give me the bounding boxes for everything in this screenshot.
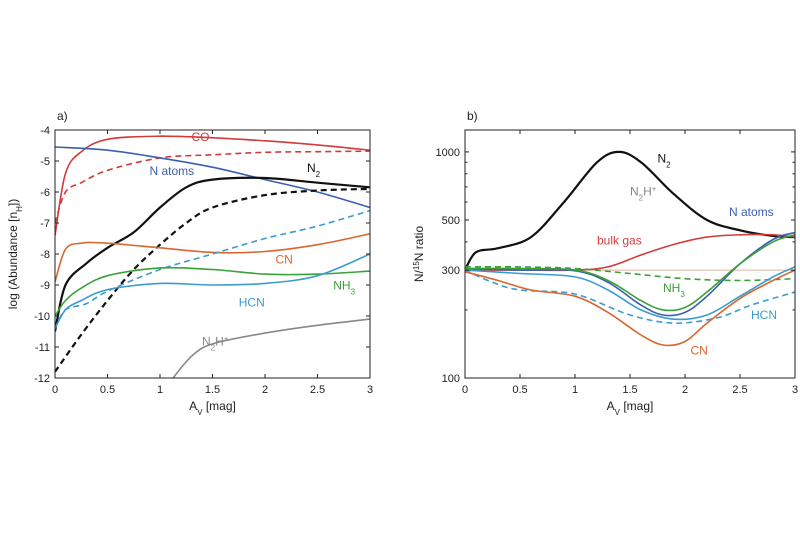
curve-label-hcn: HCN: [751, 308, 777, 322]
series-line-hcn-dashed: [465, 269, 795, 324]
series-line-nh3-solid: [465, 234, 795, 312]
series-line-n2-dashed: [55, 187, 370, 373]
panel-label: a): [57, 109, 68, 123]
series-line-nh3-solid: [55, 266, 370, 317]
x-tick-label: 2: [682, 384, 688, 396]
series-line-co-dashed: [55, 150, 370, 224]
y-tick-label: 100: [442, 373, 460, 385]
series-line-cn-solid: [55, 233, 370, 283]
plot-frame: [464, 129, 796, 379]
y-tick-label: -5: [40, 156, 50, 168]
panel-b: 0 0.5 1 1.5 2 2.5 3 100 300 500 1000 AV [mag] N/15N …: [412, 109, 799, 417]
y-tick-label: -11: [35, 342, 50, 354]
y-axis-label: log (Abundance [nH]): [6, 199, 24, 310]
curve-label-bulk: bulk gas: [597, 233, 642, 247]
series-line-n2hplus-solid: [171, 318, 370, 378]
x-axis-label: AV [mag]: [607, 399, 654, 417]
x-tick-label: 1.5: [622, 384, 637, 396]
series-line-n2-solid: [465, 150, 795, 271]
x-tick-label: 1: [572, 384, 578, 396]
x-tick-label: 0.5: [512, 384, 527, 396]
y-tick-label: -10: [34, 311, 50, 323]
x-tick-label: 0: [462, 384, 468, 396]
y-tick-label: -12: [34, 373, 50, 385]
curve-label-n: N atoms: [150, 164, 195, 178]
x-tick-label: 1: [157, 384, 163, 396]
series-line-n-solid: [55, 146, 370, 209]
series-line-co-solid: [55, 135, 370, 236]
series-line-nh3-dashed: [465, 265, 795, 282]
series-group: [465, 150, 795, 347]
curve-label-n2hplus: N2H+: [630, 184, 657, 202]
panel-a: 0 0.5 1 1.5 2 2.5 3 -4 -5 -6 -7 -8 -9 -10 -11 -12 AV [ma…: [6, 109, 373, 417]
curve-label-n2: N2: [307, 161, 321, 179]
x-tick-label: 3: [792, 384, 798, 396]
x-tick-label: 2.5: [310, 384, 325, 396]
x-tick-label: 2: [262, 384, 268, 396]
y-tick-label: 1000: [436, 147, 460, 159]
y-tick-label: -9: [40, 280, 50, 292]
y-axis-label: N/15N ratio: [412, 226, 427, 283]
curve-label-nh3: NH3: [663, 281, 685, 299]
y-tick-label: -8: [40, 249, 50, 261]
x-axis-label: AV [mag]: [189, 399, 236, 417]
curve-label-nh3: NH3: [333, 279, 355, 297]
series-group: [55, 135, 370, 378]
x-tick-label: 0.5: [100, 384, 115, 396]
y-tick-label: 500: [442, 215, 460, 227]
curve-label-n2hplus: N2H+: [202, 334, 229, 352]
x-tick-label: 3: [367, 384, 373, 396]
curve-label-n: N atoms: [729, 205, 774, 219]
curve-label-co: CO: [192, 130, 210, 144]
x-tick-label: 1.5: [205, 384, 220, 396]
y-tick-label: -6: [40, 187, 50, 199]
x-tick-label: 0: [52, 384, 58, 396]
panel-label: b): [467, 109, 478, 123]
curve-label-cn: CN: [276, 252, 293, 266]
y-tick-label: 300: [442, 265, 460, 277]
curve-label-n2: N2: [658, 151, 672, 169]
curve-label-cn: CN: [691, 344, 708, 358]
x-tick-label: 2.5: [732, 384, 747, 396]
series-line-hcn-dashed: [55, 209, 370, 329]
curve-label-hcn: HCN: [239, 296, 265, 310]
series-line-cn-solid: [465, 269, 795, 347]
series-line-hcn-solid: [465, 266, 795, 321]
series-line-hcn-solid: [55, 253, 370, 329]
series-line-n2-solid: [55, 176, 370, 332]
y-tick-label: -7: [40, 218, 50, 230]
y-tick-label: -4: [40, 125, 50, 137]
